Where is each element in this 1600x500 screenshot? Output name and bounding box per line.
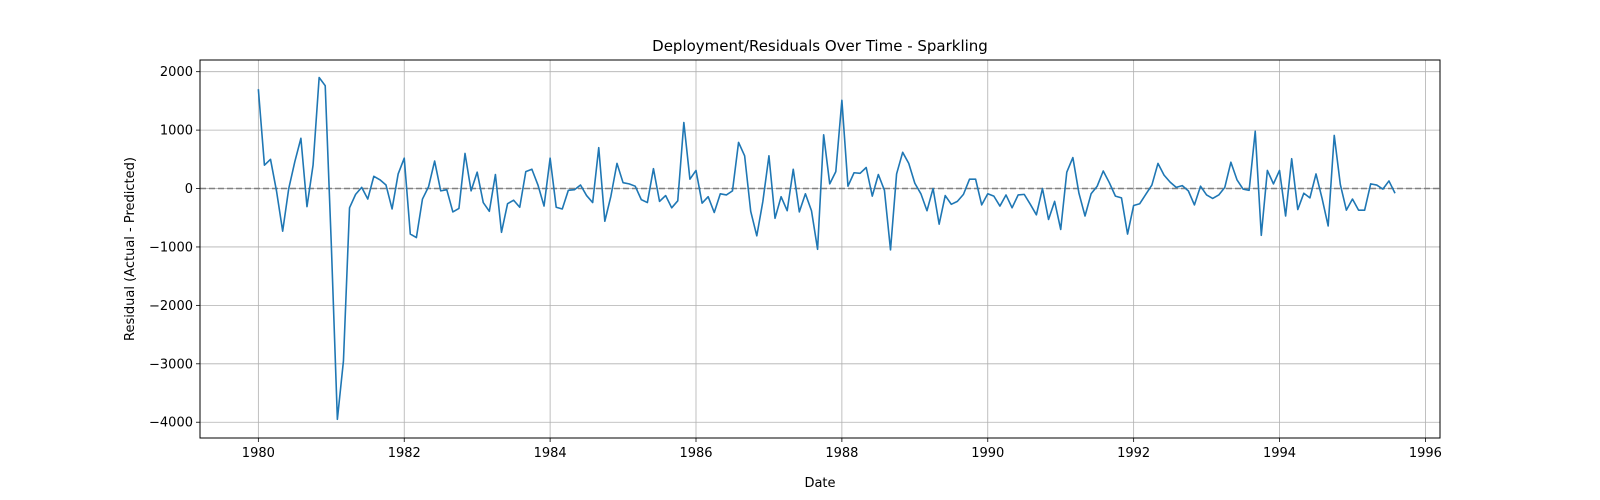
x-tick-label: 1994: [1263, 446, 1296, 461]
x-axis-ticks: 1980 1982 1984 1986 1988 1990 1992 1994 1996: [242, 438, 1442, 461]
y-tick-label: −2000: [149, 299, 193, 314]
x-tick-label: 1990: [971, 446, 1004, 461]
residual-series-line: [257, 76, 1396, 421]
plot-area-frame: [199, 59, 1441, 439]
y-tick-label: −4000: [149, 416, 193, 431]
y-tick-label: −3000: [149, 357, 193, 372]
grid-lines: [200, 60, 1440, 438]
y-tick-label: 1000: [160, 124, 193, 139]
y-tick-label: −1000: [149, 240, 193, 255]
x-tick-label: 1984: [534, 446, 567, 461]
x-tick-label: 1982: [388, 446, 421, 461]
series-layer: [257, 76, 1396, 421]
y-axis-ticks: 2000 1000 0 −1000 −2000 −3000 −4000: [149, 65, 200, 431]
x-tick-label: 1986: [679, 446, 712, 461]
x-tick-label: 1992: [1117, 446, 1150, 461]
y-tick-label: 2000: [160, 65, 193, 80]
x-axis-label: Date: [804, 476, 835, 491]
x-tick-label: 1980: [242, 446, 275, 461]
x-tick-label: 1996: [1409, 446, 1442, 461]
y-axis-label: Residual (Actual - Predicted): [123, 157, 138, 341]
chart-title: Deployment/Residuals Over Time - Sparkli…: [652, 37, 988, 55]
y-tick-label: 0: [185, 182, 193, 197]
x-tick-label: 1988: [825, 446, 858, 461]
